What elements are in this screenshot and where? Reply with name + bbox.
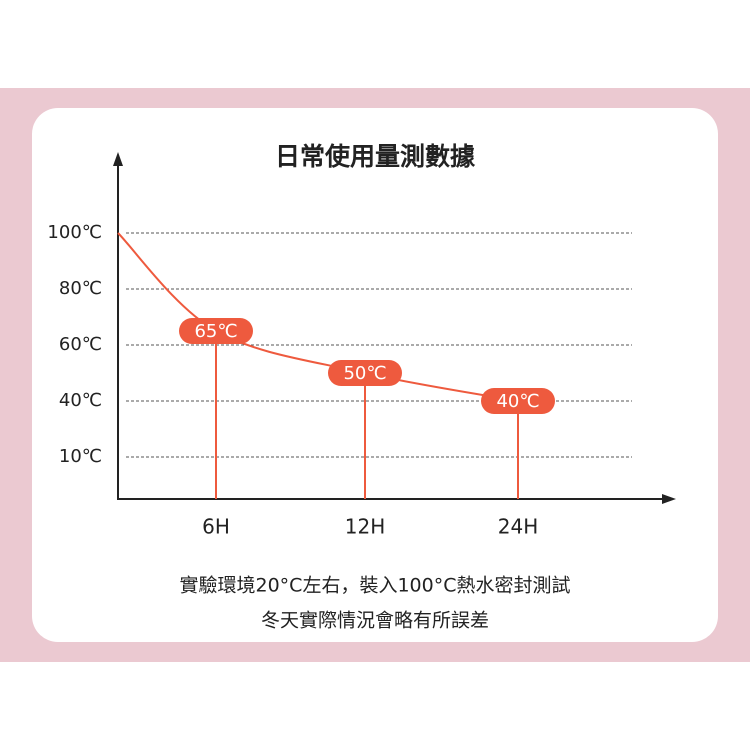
y-tick-label: 10℃ — [59, 446, 102, 467]
value-pill — [481, 388, 555, 414]
x-tick-label: 6H — [202, 515, 230, 539]
note: 冬天實際情況會略有所誤差 — [261, 610, 489, 632]
note: 實驗環境20°C左右，裝入100°C熱水密封測試 — [180, 575, 571, 597]
x-tick-label: 12H — [345, 515, 386, 539]
x-tick-label: 24H — [498, 515, 539, 539]
chart-title: 日常使用量測數據 — [275, 142, 476, 171]
y-tick-label: 60℃ — [59, 334, 102, 355]
y-tick-label: 40℃ — [59, 390, 102, 411]
value-label: 40℃ — [496, 391, 539, 412]
value-label: 65℃ — [194, 321, 237, 342]
x-axis-arrow — [662, 494, 676, 504]
y-tick-label: 100℃ — [47, 222, 102, 243]
value-pill — [328, 360, 402, 386]
value-pill — [179, 318, 253, 344]
line — [117, 232, 519, 402]
y-axis-arrow — [113, 152, 123, 166]
value-label: 50℃ — [343, 363, 386, 384]
y-tick-label: 80℃ — [59, 278, 102, 299]
